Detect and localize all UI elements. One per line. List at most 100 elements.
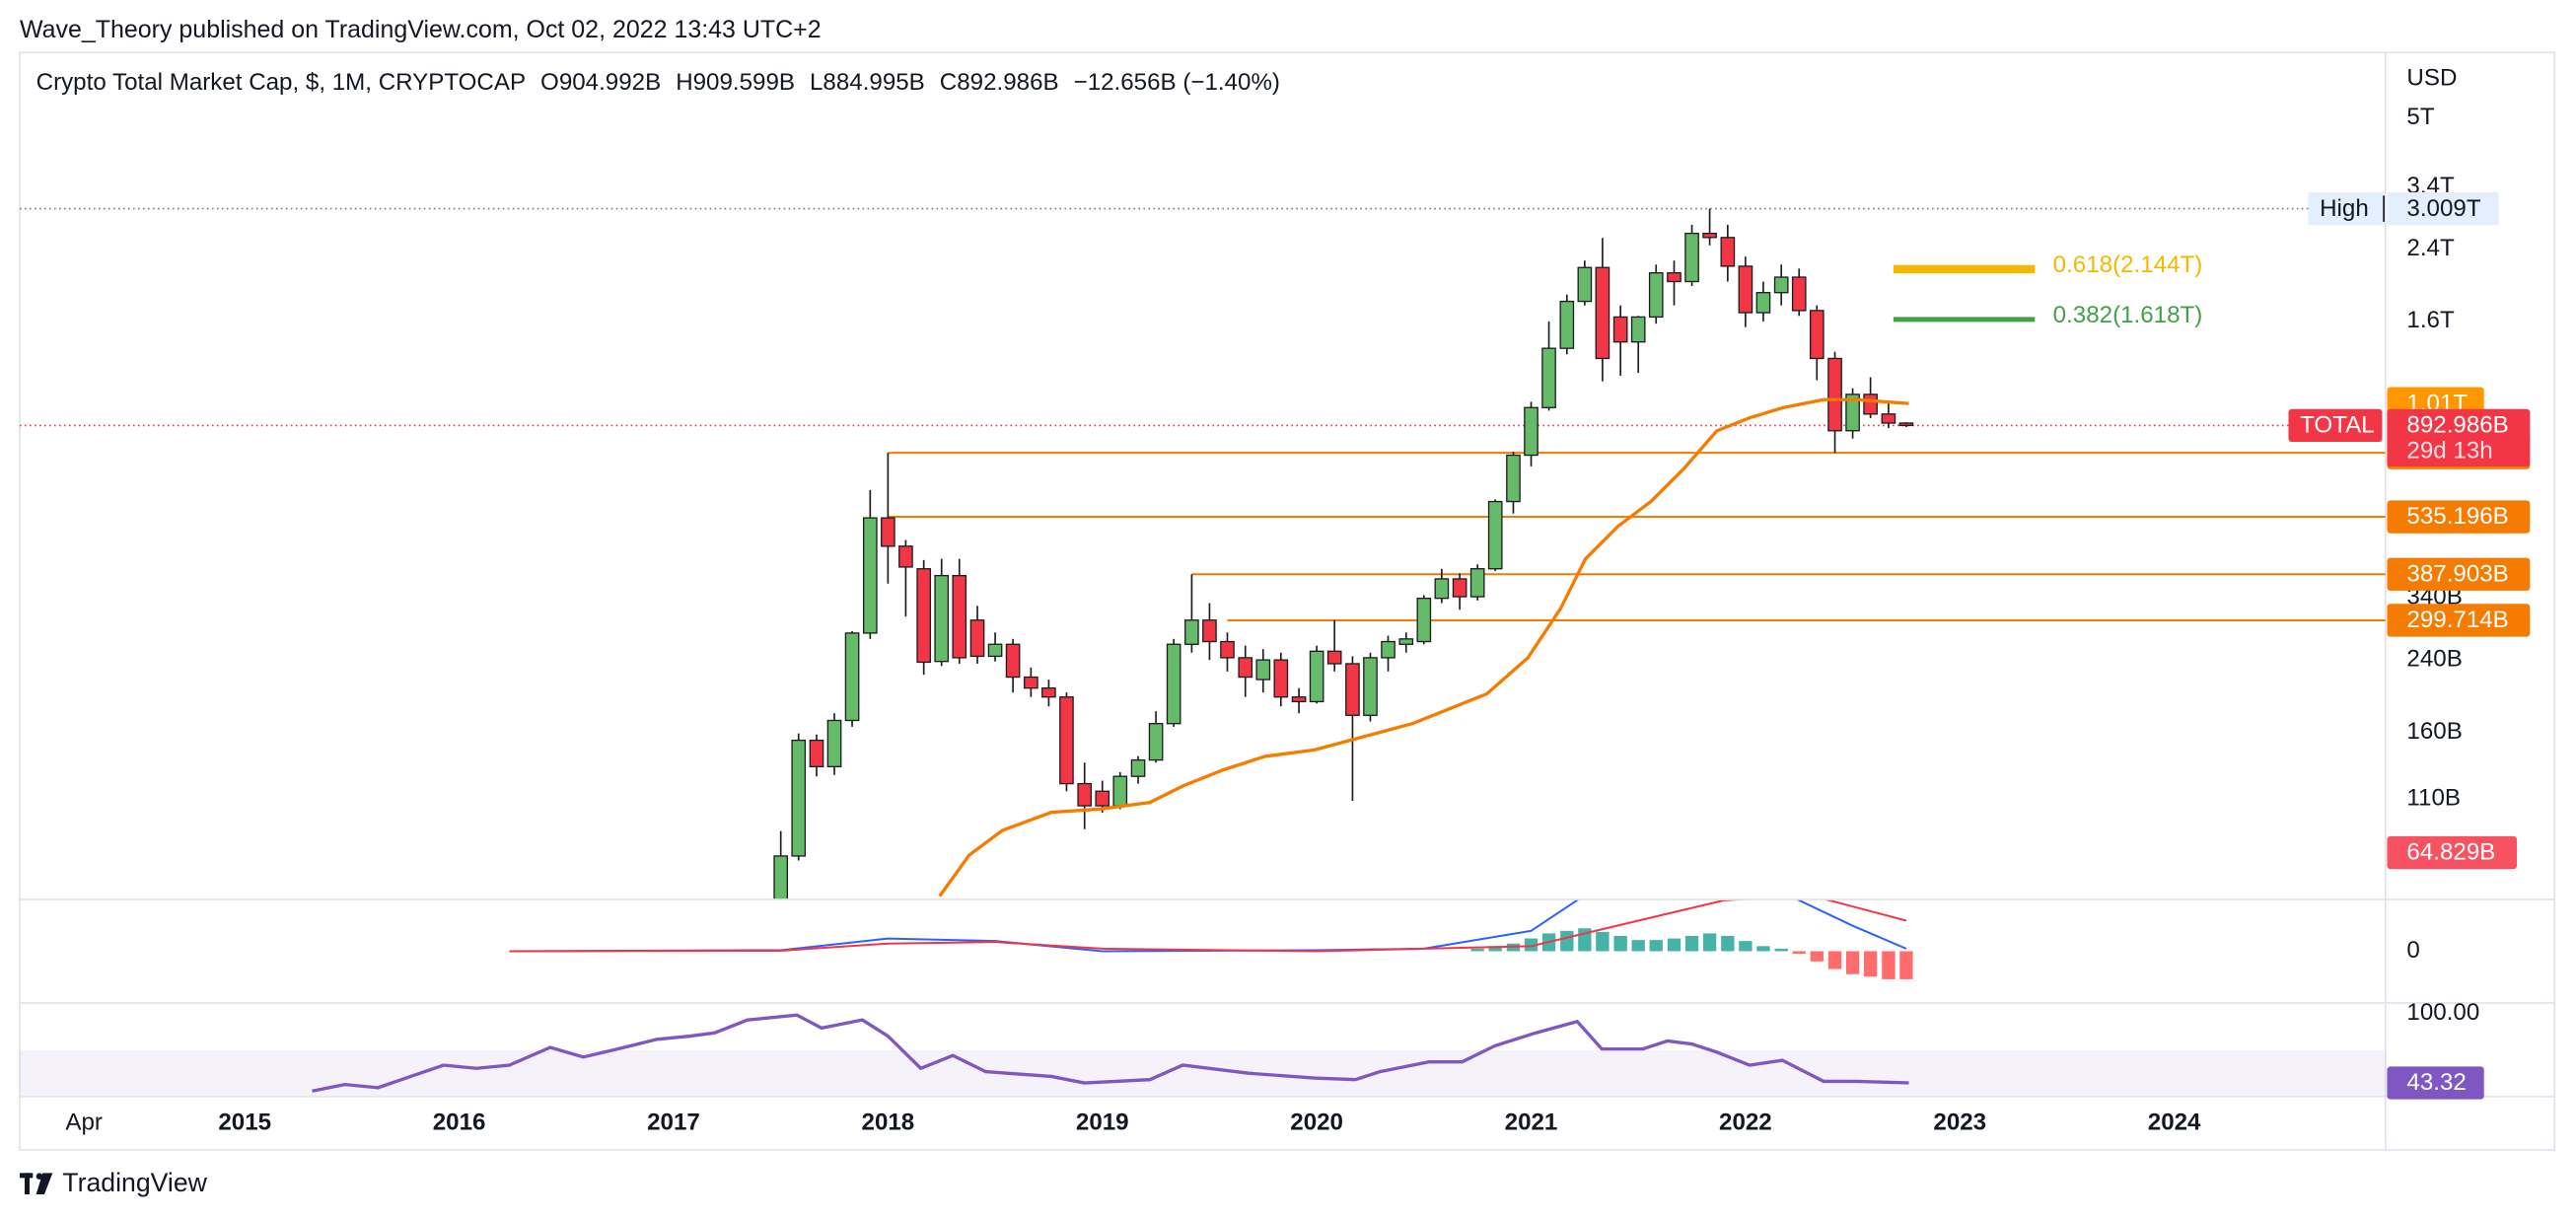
macd-histogram-bar (1596, 931, 1610, 952)
candle-body (1630, 316, 1646, 343)
candle-body (1755, 292, 1771, 314)
high-badge (2387, 191, 2499, 226)
x-tick-label: Apr (65, 1110, 103, 1136)
legend-line: Crypto Total Market Cap, $, 1M, CRYPTOCA… (36, 69, 1280, 96)
macd-histogram-bar (1882, 951, 1896, 979)
x-tick-label: 2019 (1076, 1110, 1129, 1136)
candle-body (1595, 266, 1610, 360)
y-tick-label: 110B (2406, 785, 2461, 812)
x-tick-label: 2015 (218, 1110, 271, 1136)
candle-body (1238, 657, 1253, 679)
y-tick-label: 240B (2406, 646, 2462, 673)
macd-histogram-bar (1631, 940, 1645, 952)
candle-body (1041, 687, 1056, 698)
candle-body (1273, 659, 1289, 698)
candle-body (1059, 696, 1074, 785)
candle-body (1863, 394, 1878, 415)
volume-badge (2387, 835, 2518, 870)
candle-body (1773, 276, 1789, 294)
macd-histogram-bar (1756, 946, 1770, 952)
candle-body (1667, 271, 1682, 283)
macd-histogram-bar (1649, 940, 1663, 952)
candle-body (1452, 578, 1467, 598)
candle-body (1791, 276, 1807, 312)
macd-histogram-bar (1827, 951, 1842, 969)
x-tick-label: 2024 (2148, 1110, 2201, 1136)
candle-body (1381, 640, 1395, 659)
candle-body (1738, 265, 1753, 314)
rsi-pane (312, 1013, 1909, 1093)
candle-body (1541, 347, 1556, 408)
x-tick-label: 2017 (647, 1110, 700, 1136)
candle-body (1648, 271, 1664, 319)
ohlc-open: O904.992B (540, 69, 661, 96)
levels-group: 0.618(2.144T) 0.382(1.618T) (19, 207, 2386, 621)
macd-histogram-bar (1667, 938, 1682, 952)
candle-body (1702, 232, 1717, 239)
candle-body (1148, 723, 1164, 761)
candle-body (1202, 619, 1217, 643)
macd-pane (509, 899, 1913, 979)
candle-body (1024, 676, 1038, 689)
brand: TradingView (62, 1168, 207, 1197)
ohlc-close: C892.986B (940, 69, 1059, 96)
ohlc-change: −12.656B (−1.40%) (1074, 69, 1280, 96)
x-tick-label: 2023 (1933, 1110, 1986, 1136)
candle-body (773, 855, 789, 899)
macd-histogram-bar (1899, 951, 1913, 979)
last-label: 892.986B (2406, 412, 2508, 439)
last-name-badge (2288, 408, 2383, 443)
macd-histogram-bar (1810, 951, 1824, 962)
candle-body (1326, 650, 1342, 665)
macd-histogram-bar (1792, 951, 1806, 955)
x-tick-label: 2018 (862, 1110, 915, 1136)
ohlc-low: L884.995B (810, 69, 925, 96)
candle-body (1005, 643, 1021, 679)
candle-body (1166, 643, 1181, 725)
price-pane (773, 208, 1914, 899)
candle-body (809, 739, 824, 767)
rsi-tick-label: 100.00 (2406, 999, 2479, 1026)
rsi-badge (2387, 1066, 2484, 1100)
x-tick-label: 2022 (1719, 1110, 1772, 1136)
brand-logo (19, 1173, 53, 1195)
candle-body (1684, 232, 1699, 283)
candle-body (952, 574, 967, 659)
macd-histogram-bar (1613, 935, 1627, 952)
candle-body (1255, 659, 1271, 681)
candle-body (1077, 782, 1093, 807)
level-badge (2387, 604, 2531, 637)
rsi-band (19, 1049, 2386, 1097)
macd-tick-label: 0 (2406, 937, 2419, 964)
y-tick-label: 2.4T (2406, 235, 2455, 261)
candle-body (1345, 663, 1360, 716)
candle-body (1809, 310, 1825, 360)
countdown: 29d 13h (2406, 437, 2492, 464)
rsi-last: 43.32 (2406, 1069, 2466, 1096)
volume-last: 64.829B (2406, 839, 2495, 866)
x-tick-label: 2016 (433, 1110, 486, 1136)
candle-body (1398, 638, 1414, 645)
candle-body (898, 545, 913, 568)
candle-body (934, 574, 950, 663)
candle-body (1845, 394, 1860, 432)
level-badge (2387, 557, 2531, 591)
macd-histogram-bar (1470, 948, 1484, 952)
x-tick-label: 2020 (1290, 1110, 1343, 1136)
candle-body (844, 632, 860, 722)
candle-body (791, 739, 807, 857)
macd-histogram-bar (1488, 946, 1502, 952)
candle-body (1881, 413, 1896, 424)
macd-histogram-bar (1845, 951, 1860, 974)
y-tick-label: 160B (2406, 718, 2462, 745)
publisher: Wave_Theory published on TradingView.com… (20, 16, 822, 43)
candle-body (1184, 619, 1199, 645)
macd-histogram-bar (1739, 941, 1753, 952)
candle-body (1487, 500, 1503, 570)
macd-histogram-bar (1863, 951, 1878, 977)
x-tick-label: 2021 (1505, 1110, 1558, 1136)
